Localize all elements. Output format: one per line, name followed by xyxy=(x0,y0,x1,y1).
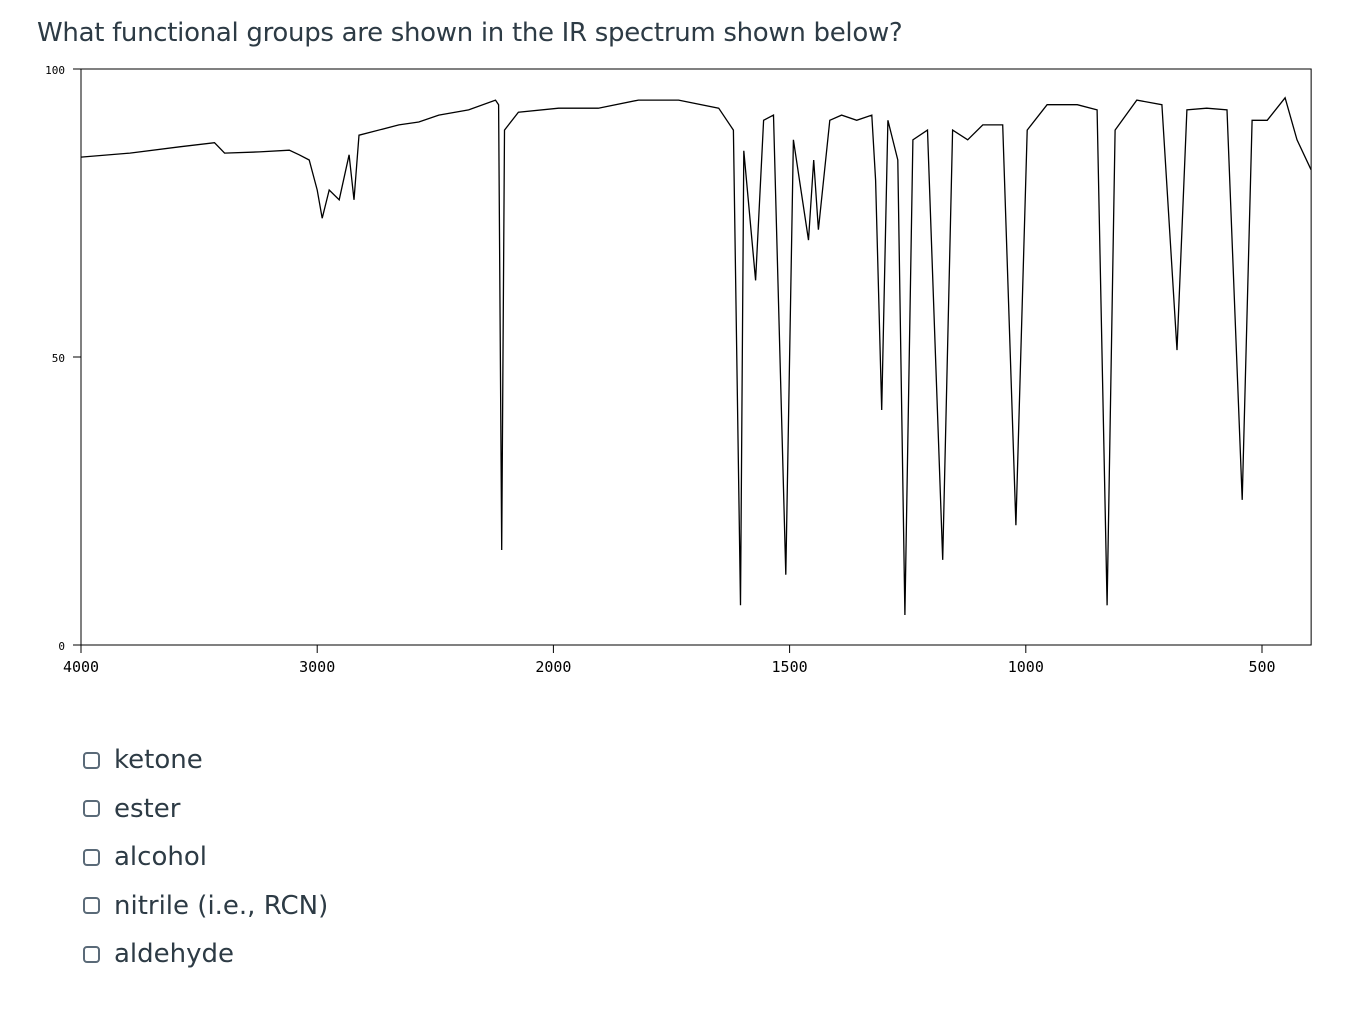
checkbox[interactable] xyxy=(83,800,100,818)
x-tick-label: 1000 xyxy=(1008,658,1044,676)
x-tick-label: 2000 xyxy=(535,658,571,676)
x-tick-label: 1500 xyxy=(772,658,808,676)
option-label[interactable]: ketone xyxy=(114,745,203,776)
checkbox[interactable] xyxy=(83,751,100,769)
x-tick-label: 4000 xyxy=(63,658,99,676)
option: ester xyxy=(83,785,328,834)
question: What functional groups are shown in the … xyxy=(37,18,903,48)
option: alcohol xyxy=(83,833,328,882)
option: ketone xyxy=(83,736,328,785)
option-label[interactable]: nitrile (i.e., RCN) xyxy=(114,890,329,921)
chart: 0 50 100 4000 3000 2000 1500 1000 500 xyxy=(45,64,1312,676)
option: aldehyde xyxy=(83,930,328,979)
plot-frame xyxy=(80,68,1312,646)
y-tick-label: 50 xyxy=(52,352,65,365)
y-tick-label: 100 xyxy=(45,64,65,77)
options: ketone ester alcohol nitrile (i.e., RCN) ald… xyxy=(83,736,328,979)
y-tick-label: 0 xyxy=(58,640,65,653)
option-label[interactable]: alcohol xyxy=(114,842,207,873)
spectrum-line xyxy=(80,96,1312,616)
option-label[interactable]: ester xyxy=(114,793,181,824)
x-tick-label: 500 xyxy=(1248,658,1275,676)
checkbox[interactable] xyxy=(83,897,100,915)
option: nitrile (i.e., RCN) xyxy=(83,882,328,931)
x-tick-label: 3000 xyxy=(299,658,335,676)
option-label[interactable]: aldehyde xyxy=(114,939,235,970)
checkbox[interactable] xyxy=(83,848,100,866)
checkbox[interactable] xyxy=(83,945,100,963)
